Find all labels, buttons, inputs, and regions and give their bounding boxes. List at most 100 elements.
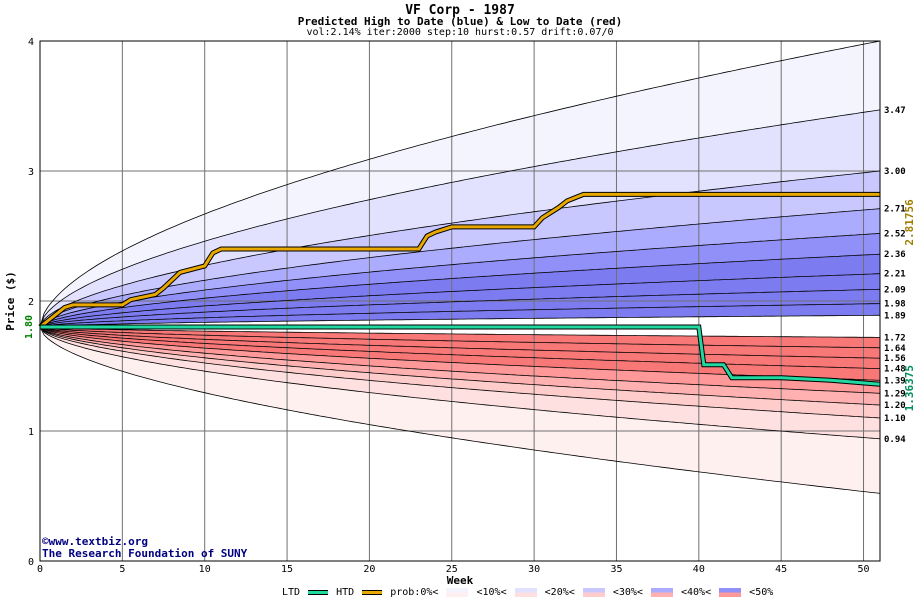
- quantile-end-label: 1.56: [884, 354, 906, 364]
- quantile-line: [39, 326, 880, 338]
- series-line-ltd: [40, 325, 881, 386]
- quantile-end-label: 2.71: [884, 205, 906, 215]
- quantile-line: [39, 326, 881, 349]
- htd-end-label: 2.81756: [903, 199, 916, 246]
- low-band: [40, 327, 880, 359]
- quantile-line: [39, 326, 881, 406]
- x-tick-label: 5: [119, 564, 125, 575]
- legend-10-label: <10%<: [476, 587, 507, 598]
- quantile-end-label: 1.39: [884, 376, 906, 386]
- legend-swatch-20-30: [582, 588, 605, 597]
- x-tick-label: 25: [446, 564, 458, 575]
- x-tick-label: 20: [363, 564, 375, 575]
- x-tick-label: 45: [775, 564, 787, 575]
- quantile-line: [39, 303, 881, 328]
- chart-subtitle: Predicted High to Date (blue) & Low to D…: [297, 15, 623, 28]
- foundation-credit: The Research Foundation of SUNY: [42, 547, 248, 560]
- legend-50-label: <50%: [749, 587, 774, 598]
- legend-30-label: <30%<: [612, 587, 643, 598]
- high-band: [40, 208, 880, 327]
- start-price-label: 1.80: [24, 315, 35, 339]
- legend-swatch-10-20: [514, 588, 537, 597]
- quantile-line: [39, 326, 881, 359]
- quantile-end-label: 1.29: [884, 389, 906, 399]
- x-tick-label: 40: [693, 564, 705, 575]
- quantile-end-label: 1.10: [884, 414, 906, 424]
- quantile-end-label: 1.20: [884, 401, 906, 411]
- quantile-line: [39, 109, 881, 328]
- quantile-line: [39, 40, 881, 328]
- legend-40-label: <40%<: [681, 587, 712, 598]
- y-tick-label: 2: [28, 297, 34, 308]
- quantile-line: [39, 326, 881, 440]
- high-band: [40, 233, 880, 327]
- plot-border: [39, 40, 881, 562]
- ltd-end-label: 1.36375: [903, 365, 916, 411]
- quantile-line: [39, 326, 881, 494]
- high-band: [40, 171, 880, 327]
- quantile-lines: [39, 40, 881, 494]
- quantile-line: [39, 253, 881, 328]
- high-band: [40, 303, 880, 327]
- low-band: [40, 327, 880, 405]
- low-band: [40, 327, 880, 348]
- high-band: [40, 41, 880, 327]
- y-tick-label: 0: [28, 557, 34, 568]
- series-lines: [38, 191, 881, 387]
- quantile-line: [39, 314, 880, 328]
- x-tick-label: 15: [281, 564, 293, 575]
- legend-ltd-label: LTD: [282, 587, 301, 598]
- low-band: [40, 327, 880, 369]
- quantile-line: [39, 288, 881, 328]
- legend-htd-swatch: [362, 590, 383, 595]
- high-band: [40, 254, 880, 327]
- y-tick-label: 3: [28, 167, 34, 178]
- quantile-line: [39, 326, 881, 381]
- chart-title: VF Corp - 1987: [405, 3, 515, 18]
- quantile-end-label: 2.21: [884, 270, 906, 280]
- legend-swatch-0-10: [446, 588, 469, 597]
- x-tick-label: 30: [528, 564, 540, 575]
- quantile-line: [39, 208, 881, 328]
- high-band: [40, 109, 880, 328]
- quantile-end-label: 3.47: [884, 106, 906, 116]
- x-tick-label: 35: [610, 564, 622, 575]
- chart-legend: LTD HTD prob:0%< <10%< <20%< <30%< <40%<…: [282, 587, 773, 599]
- high-band: [40, 273, 880, 327]
- legend-20-label: <20%<: [544, 587, 575, 598]
- quantile-line: [39, 326, 881, 419]
- chart-axes: [39, 40, 881, 562]
- y-axis-label: Price ($): [4, 271, 17, 331]
- quantile-end-label: 2.52: [884, 229, 906, 239]
- y-tick-label: 4: [28, 37, 34, 48]
- quantile-end-label: 1.98: [884, 300, 906, 310]
- x-tick-label: 10: [199, 564, 211, 575]
- low-band: [40, 327, 880, 418]
- quantile-line: [39, 326, 881, 394]
- legend-swatch-40-50: [719, 588, 742, 597]
- quantile-end-label: 3.00: [884, 167, 906, 177]
- quantile-end-label: 2.09: [884, 285, 906, 295]
- quantile-line: [39, 326, 881, 369]
- quantile-end-label: 1.89: [884, 311, 906, 321]
- quantile-end-label: 1.72: [884, 333, 906, 343]
- quantile-end-label: 2.36: [884, 250, 906, 260]
- high-band: [40, 289, 880, 327]
- legend-prob-label: prob:0%<: [390, 587, 439, 598]
- quantile-line: [39, 273, 881, 328]
- low-band: [40, 327, 880, 394]
- series-line-htd: [39, 192, 880, 329]
- y-tick-label: 1: [28, 427, 34, 438]
- x-tick-label: 50: [858, 564, 870, 575]
- x-axis-label: Week: [447, 574, 474, 587]
- legend-htd-label: HTD: [336, 587, 355, 598]
- quantile-line: [39, 233, 881, 328]
- low-band: [40, 327, 880, 439]
- low-band: [40, 327, 880, 381]
- chart-parameters: vol:2.14% iter:2000 step:10 hurst:0.57 d…: [306, 27, 614, 38]
- chart-labels: 0 5 10 15 20 25 30 35 40 45 50 0 1 2 3 4 Week Price ($) 1.…: [4, 37, 916, 587]
- x-tick-label: 0: [37, 564, 43, 575]
- legend-ltd-swatch: [308, 590, 329, 595]
- quantile-end-label: 1.64: [884, 344, 906, 354]
